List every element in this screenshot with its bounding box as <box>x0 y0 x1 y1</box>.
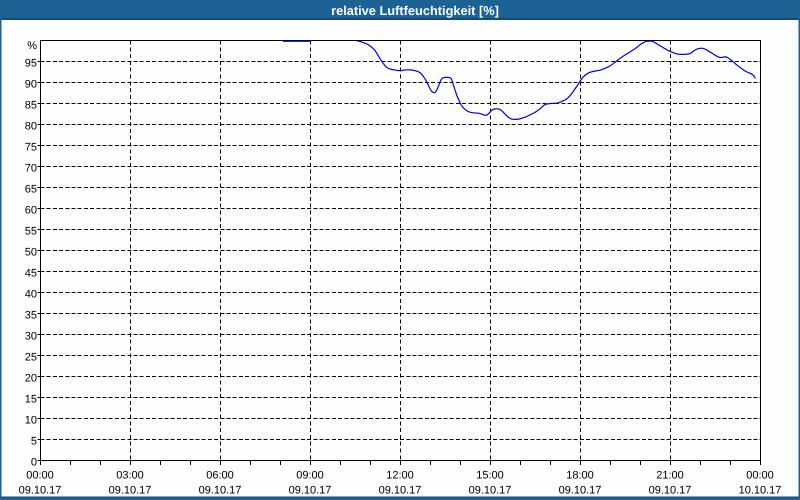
svg-text:00:00: 00:00 <box>746 470 774 482</box>
svg-text:09.10.17: 09.10.17 <box>109 485 152 497</box>
svg-text:80: 80 <box>25 121 37 133</box>
svg-text:15:00: 15:00 <box>476 470 504 482</box>
svg-text:20: 20 <box>25 373 37 385</box>
svg-text:12:00: 12:00 <box>386 470 414 482</box>
svg-text:06:00: 06:00 <box>206 470 234 482</box>
svg-text:10.10.17: 10.10.17 <box>739 485 782 497</box>
svg-text:5: 5 <box>31 436 37 448</box>
svg-text:75: 75 <box>25 142 37 154</box>
svg-text:09.10.17: 09.10.17 <box>379 485 422 497</box>
svg-text:09.10.17: 09.10.17 <box>199 485 242 497</box>
svg-text:%: % <box>27 40 37 52</box>
svg-text:0: 0 <box>31 457 37 469</box>
svg-text:50: 50 <box>25 247 37 259</box>
svg-text:relative Luftfeuchtigkeit [%]: relative Luftfeuchtigkeit [%] <box>331 3 499 18</box>
svg-text:15: 15 <box>25 394 37 406</box>
svg-text:09:00: 09:00 <box>296 470 324 482</box>
svg-text:70: 70 <box>25 163 37 175</box>
svg-text:40: 40 <box>25 289 37 301</box>
svg-text:09.10.17: 09.10.17 <box>469 485 512 497</box>
svg-text:60: 60 <box>25 205 37 217</box>
svg-text:95: 95 <box>25 58 37 70</box>
svg-text:09.10.17: 09.10.17 <box>559 485 602 497</box>
svg-text:00:00: 00:00 <box>26 470 54 482</box>
svg-text:21:00: 21:00 <box>656 470 684 482</box>
svg-text:65: 65 <box>25 184 37 196</box>
svg-text:90: 90 <box>25 79 37 91</box>
svg-text:18:00: 18:00 <box>566 470 594 482</box>
svg-text:85: 85 <box>25 100 37 112</box>
svg-text:03:00: 03:00 <box>116 470 144 482</box>
svg-text:09.10.17: 09.10.17 <box>19 485 62 497</box>
svg-text:45: 45 <box>25 268 37 280</box>
svg-text:30: 30 <box>25 331 37 343</box>
svg-text:55: 55 <box>25 226 37 238</box>
svg-text:09.10.17: 09.10.17 <box>289 485 332 497</box>
svg-text:09.10.17: 09.10.17 <box>649 485 692 497</box>
svg-text:25: 25 <box>25 352 37 364</box>
svg-text:35: 35 <box>25 310 37 322</box>
svg-text:10: 10 <box>25 415 37 427</box>
